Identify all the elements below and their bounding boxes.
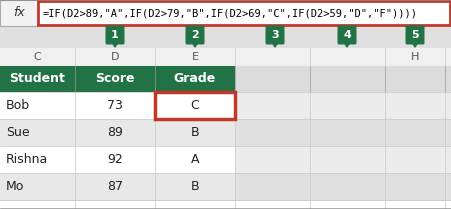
Bar — [0, 146, 235, 173]
Text: Rishna: Rishna — [6, 153, 48, 166]
Text: fx: fx — [13, 6, 25, 19]
Text: 2: 2 — [191, 30, 199, 40]
Polygon shape — [342, 41, 352, 48]
Text: Bob: Bob — [6, 99, 30, 112]
Text: Sue: Sue — [6, 126, 30, 139]
Text: =IF(D2>89,"A",IF(D2>79,"B",IF(D2>69,"C",IF(D2>59,"D","F")))): =IF(D2>89,"A",IF(D2>79,"B",IF(D2>69,"C",… — [43, 8, 418, 18]
Text: C: C — [191, 99, 199, 112]
FancyBboxPatch shape — [337, 25, 356, 45]
FancyBboxPatch shape — [266, 25, 285, 45]
FancyBboxPatch shape — [185, 25, 204, 45]
Polygon shape — [190, 41, 200, 48]
FancyBboxPatch shape — [106, 25, 124, 45]
Bar — [0, 0, 451, 26]
Polygon shape — [110, 41, 120, 48]
Text: 92: 92 — [107, 153, 123, 166]
Text: C: C — [34, 52, 41, 62]
Text: 3: 3 — [271, 30, 279, 40]
Text: C: C — [191, 99, 199, 112]
Bar — [0, 119, 235, 146]
Text: H: H — [411, 52, 419, 62]
Text: 4: 4 — [343, 30, 351, 40]
Text: 89: 89 — [107, 126, 123, 139]
Text: B: B — [191, 180, 199, 193]
Bar — [38, 1, 450, 25]
Bar — [0, 200, 451, 209]
Text: Mo: Mo — [6, 180, 24, 193]
Bar — [0, 48, 451, 66]
Text: 87: 87 — [107, 180, 123, 193]
Text: Score: Score — [95, 73, 135, 85]
Bar — [0, 173, 235, 200]
Text: 5: 5 — [411, 30, 419, 40]
Bar — [155, 92, 235, 119]
Text: 73: 73 — [107, 99, 123, 112]
Text: A: A — [191, 153, 199, 166]
Bar — [0, 92, 235, 119]
Polygon shape — [270, 41, 280, 48]
Text: Grade: Grade — [174, 73, 216, 85]
Text: 1: 1 — [111, 30, 119, 40]
Text: B: B — [191, 126, 199, 139]
Bar — [235, 146, 451, 173]
Bar — [235, 173, 451, 200]
Bar — [0, 26, 451, 48]
Bar — [0, 66, 235, 92]
Bar — [235, 119, 451, 146]
FancyBboxPatch shape — [405, 25, 424, 45]
Polygon shape — [410, 41, 420, 48]
Bar — [235, 66, 451, 92]
Bar — [235, 92, 451, 119]
Text: D: D — [111, 52, 119, 62]
Text: Student: Student — [9, 73, 65, 85]
Text: E: E — [192, 52, 198, 62]
Bar — [0, 0, 38, 26]
